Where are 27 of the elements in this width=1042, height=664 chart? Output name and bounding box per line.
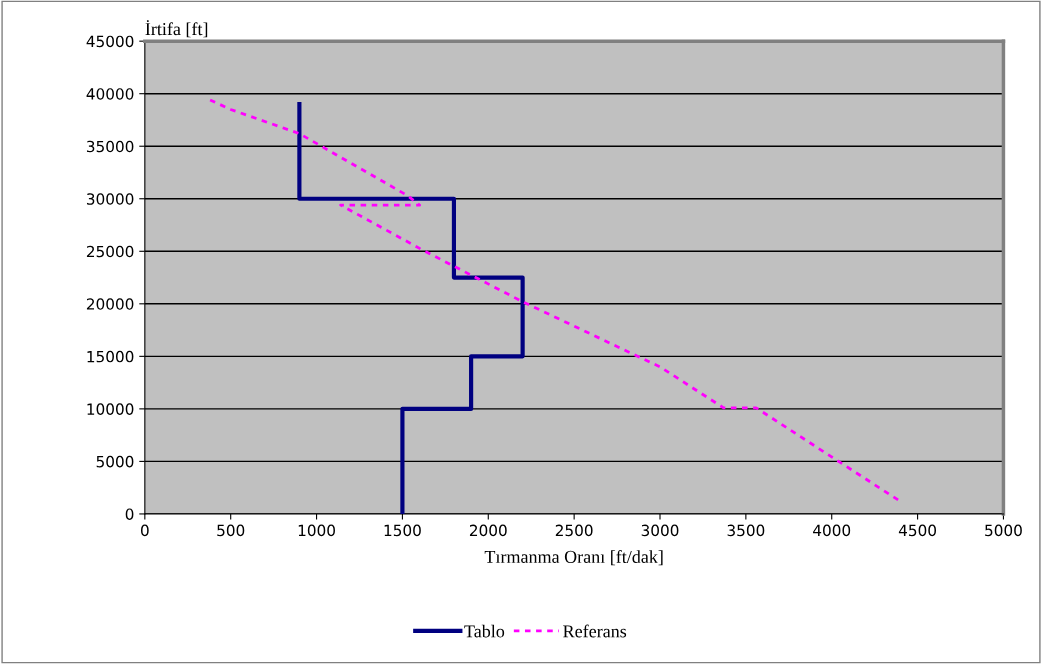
x-tick-label: 1000 — [298, 524, 335, 537]
y-tick-label: 10000 — [87, 403, 134, 415]
legend-label: Tablo — [464, 624, 505, 638]
line-series — [297, 102, 525, 514]
x-tick-label: 1500 — [384, 524, 421, 537]
y-axis-title: İrtifa [ft] — [145, 20, 208, 38]
y-tick-label: 5000 — [96, 455, 134, 468]
x-tick-label: 0 — [140, 524, 149, 537]
x-axis-title: Tırmanma Oranı [ft/dak] — [484, 550, 663, 566]
y-tick-label: 40000 — [86, 88, 134, 100]
y-tick-label: 0 — [125, 508, 134, 520]
y-tick-label: 20000 — [86, 298, 134, 310]
y-tick-label: 25000 — [86, 245, 134, 258]
legend-label: Referans — [563, 624, 627, 638]
y-tick-label: 15000 — [87, 350, 134, 363]
y-tick-label: 30000 — [86, 193, 134, 205]
x-tick-label: 4500 — [898, 524, 937, 537]
x-tick-label: 2500 — [555, 524, 593, 537]
y-tick-label: 45000 — [86, 35, 134, 48]
x-tick-label: 3500 — [727, 524, 765, 537]
x-tick-label: 3000 — [641, 524, 679, 537]
line-series — [208, 98, 901, 502]
x-tick-label: 5000 — [985, 524, 1022, 537]
x-tick-label: 4000 — [813, 524, 851, 537]
x-tick-label: 2000 — [469, 524, 507, 537]
y-tick-label: 35000 — [86, 140, 134, 153]
x-tick-label: 500 — [217, 524, 245, 537]
